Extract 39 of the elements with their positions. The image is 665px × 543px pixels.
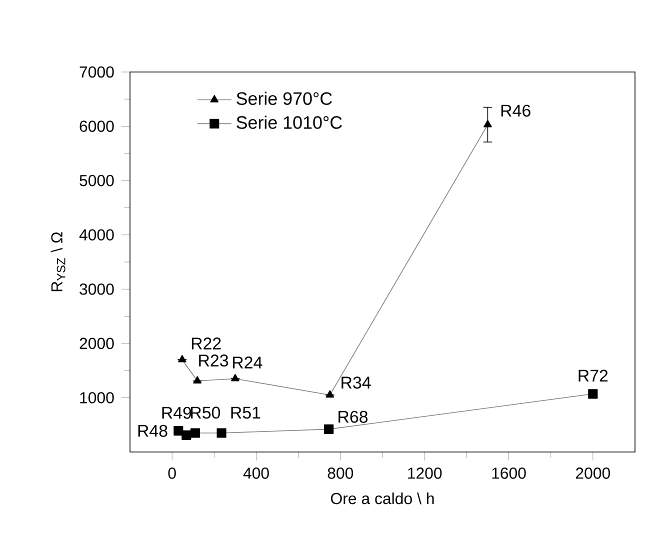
annotation: R68 xyxy=(338,410,368,423)
annotation: R50 xyxy=(191,406,220,419)
point xyxy=(174,426,184,436)
point xyxy=(484,120,492,128)
y-tick-label: 1000 xyxy=(80,392,114,404)
y-axis-title: R$_{YSZ}$ \ Ω xyxy=(50,232,66,292)
annotation: R22 xyxy=(192,338,221,350)
x-tick-label: 0 xyxy=(168,468,176,479)
y-tick-label: 2000 xyxy=(80,338,114,350)
x-tick-label: 400 xyxy=(243,468,269,479)
point xyxy=(182,430,192,440)
y-tick-label: 3000 xyxy=(80,284,114,295)
x-tick-label: 1600 xyxy=(492,468,526,479)
annotation: R23 xyxy=(199,354,228,367)
annotation: R72 xyxy=(578,370,608,382)
point xyxy=(216,428,226,438)
legend-label: Serie 970°C xyxy=(236,92,332,105)
point xyxy=(178,354,186,362)
annotation: R49 xyxy=(162,406,192,419)
annotation: R51 xyxy=(231,406,260,419)
annotation: R24 xyxy=(232,356,262,368)
annotation: R34 xyxy=(342,376,371,389)
point xyxy=(324,424,334,434)
annotation: R48 xyxy=(138,424,168,437)
y-tick-label: 4000 xyxy=(79,229,114,240)
point xyxy=(190,428,200,438)
point xyxy=(588,389,598,399)
point xyxy=(326,390,334,398)
x-tick-label: 2000 xyxy=(576,468,610,479)
x-tick-label: 1200 xyxy=(408,468,442,479)
y-tick-label: 6000 xyxy=(80,120,114,132)
y-tick-label: 7000 xyxy=(80,66,114,78)
annotation: R46 xyxy=(501,104,530,117)
point xyxy=(193,376,202,384)
x-axis-title: Ore a caldo \ h xyxy=(330,492,434,504)
legend-label: Serie 1010°C xyxy=(236,116,342,129)
point xyxy=(231,374,240,382)
y-tick-label: 5000 xyxy=(80,174,114,186)
x-tick-label: 800 xyxy=(328,468,354,479)
